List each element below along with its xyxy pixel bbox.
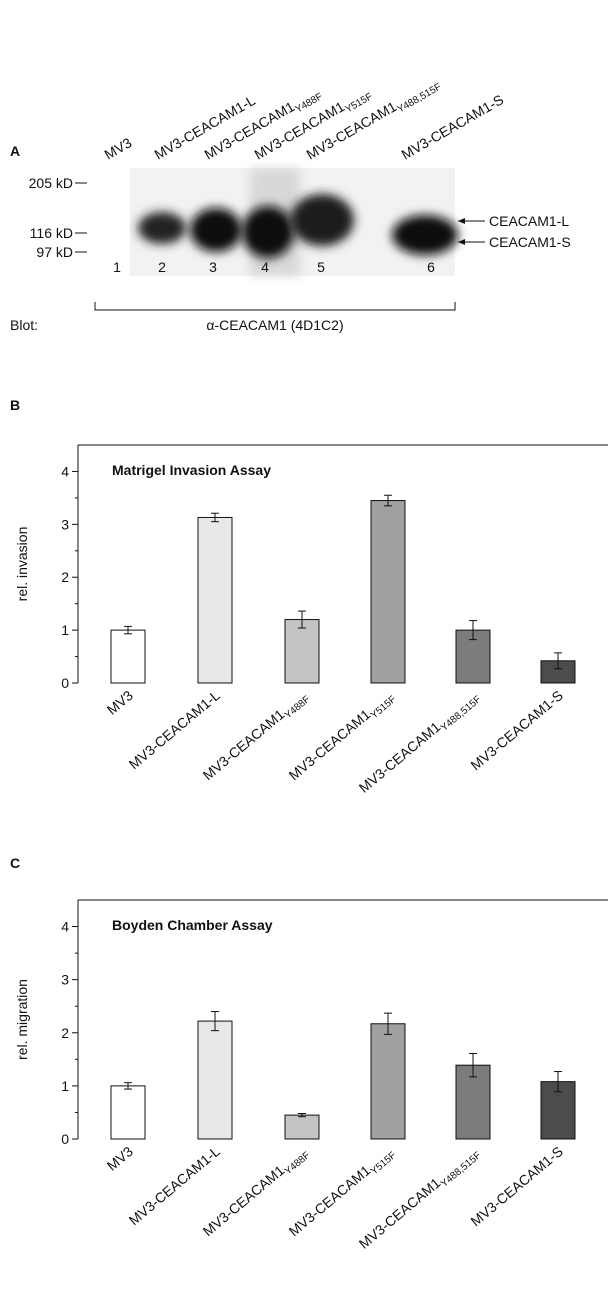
arrow-head [458,218,465,224]
x-tick-label-sub: Y488F [283,1150,313,1177]
x-tick-label-sub: Y515F [369,694,399,721]
lane-number: 6 [427,259,435,275]
bar [285,620,319,683]
y-tick-label: 3 [61,516,69,532]
x-tick-label-sub: Y488,515F [439,694,484,734]
x-tick-label-sub: Y488,515F [439,1150,484,1190]
x-tick-label: MV3-CEACAM1Y488,515F [356,687,484,799]
band-label: CEACAM1-L [489,213,569,229]
figure: AMV3MV3-CEACAM1-LMV3-CEACAM1Y488FMV3-CEA… [0,0,608,1298]
x-tick-label-base: MV3-CEACAM1 [356,1174,444,1251]
lane-number: 3 [209,259,217,275]
y-tick-label: 0 [61,1131,69,1147]
chart-title: Matrigel Invasion Assay [112,462,271,478]
bar [371,1024,405,1139]
marker-label: 205 kD [29,175,73,191]
bar [285,1115,319,1139]
blot-label: Blot: [10,317,38,333]
lane-number: 1 [113,259,121,275]
x-tick-label-base: MV3-CEACAM1-S [467,687,565,773]
band-label: CEACAM1-S [489,234,571,250]
bracket [95,302,455,310]
lane-number: 2 [158,259,166,275]
lane-number: 5 [317,259,325,275]
y-tick-label: 0 [61,675,69,691]
x-tick-label: MV3-CEACAM1-L [126,1143,223,1228]
marker-label: 97 kD [36,244,73,260]
bar [371,501,405,683]
lane-number: 4 [261,259,269,275]
y-tick-label: 4 [61,463,69,479]
panel-label: C [10,855,20,871]
bar [198,1021,232,1139]
x-tick-label: MV3-CEACAM1-S [467,687,565,773]
y-tick-label: 2 [61,1025,69,1041]
antibody-label: α-CEACAM1 (4D1C2) [206,317,343,333]
x-tick-label-base: MV3-CEACAM1 [200,706,288,783]
bar [198,517,232,683]
x-tick-label: MV3 [104,1143,136,1174]
x-tick-label-base: MV3-CEACAM1-L [126,1143,223,1228]
x-tick-label-sub: Y515F [369,1150,399,1177]
y-tick-label: 1 [61,622,69,638]
arrow-head [458,239,465,245]
x-tick-label: MV3 [104,687,136,718]
bar [111,1086,145,1139]
x-tick-label-base: MV3-CEACAM1 [286,706,374,783]
x-tick-label-base: MV3-CEACAM1 [356,718,444,795]
blot-image [130,168,458,276]
x-tick-label: MV3-CEACAM1-L [126,687,223,772]
y-tick-label: 3 [61,972,69,988]
y-tick-label: 4 [61,919,69,935]
panel-label: B [10,397,20,413]
x-tick-label: MV3-CEACAM1-S [467,1143,565,1229]
x-tick-label-base: MV3-CEACAM1 [200,1162,288,1239]
y-axis-label: rel. invasion [14,527,30,602]
marker-label: 116 kD [30,225,73,241]
bar [111,630,145,683]
panel-label: A [10,143,20,159]
x-tick-label-base: MV3-CEACAM1-L [126,687,223,772]
x-tick-label-base: MV3-CEACAM1-S [467,1143,565,1229]
lane-header: MV3 [102,134,135,162]
x-tick-label: MV3-CEACAM1Y488,515F [356,1143,484,1255]
lane-header-sub: Y488,515F [396,81,444,115]
y-axis-label: rel. migration [14,979,30,1060]
y-tick-label: 2 [61,569,69,585]
x-tick-label-sub: Y488F [283,694,313,721]
chart-title: Boyden Chamber Assay [112,917,273,933]
y-tick-label: 1 [61,1078,69,1094]
x-tick-label-base: MV3-CEACAM1 [286,1162,374,1239]
